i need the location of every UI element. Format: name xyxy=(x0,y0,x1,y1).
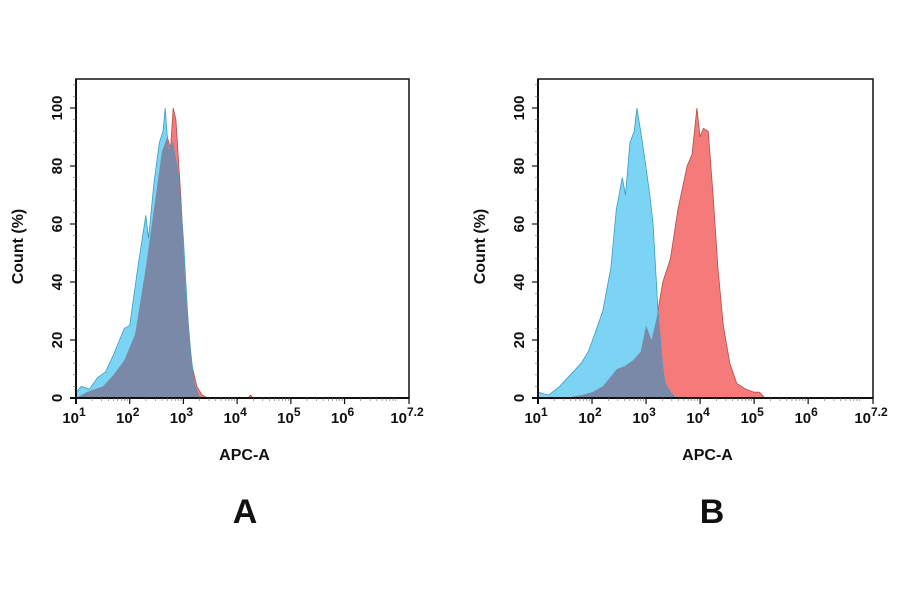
y-tick-label: 40 xyxy=(511,274,528,291)
x-tick-label: 103 xyxy=(632,405,656,427)
x-tick-base: 10 xyxy=(524,410,541,427)
x-tick-exponent: 2 xyxy=(133,405,140,419)
x-tick-exponent: 1 xyxy=(79,405,86,419)
y-tick-label: 60 xyxy=(511,216,528,233)
x-axis-label: APC-A xyxy=(219,447,270,464)
x-tick-exponent: 1 xyxy=(541,405,548,419)
x-tick-label: 101 xyxy=(62,405,86,427)
x-tick-exponent: 6 xyxy=(348,405,355,419)
x-tick-exponent: 4 xyxy=(703,405,710,419)
x-tick-label: 105 xyxy=(277,405,301,427)
y-tick-label: 100 xyxy=(49,95,66,120)
x-tick-exponent: 7.2 xyxy=(407,405,424,419)
x-tick-label: 107.2 xyxy=(854,405,888,427)
y-tick-label: 20 xyxy=(49,332,66,349)
x-tick-label: 106 xyxy=(794,405,818,427)
series-overlap-area xyxy=(76,108,200,398)
x-tick-label: 103 xyxy=(170,405,194,427)
x-axis-label: APC-A xyxy=(682,447,733,464)
x-tick-exponent: 3 xyxy=(186,405,193,419)
x-tick-label: 104 xyxy=(223,405,247,427)
x-tick-exponent: 6 xyxy=(811,405,818,419)
y-tick-label: 0 xyxy=(49,394,66,402)
x-tick-label: 101 xyxy=(524,405,548,427)
panel-label: A xyxy=(233,493,258,531)
x-tick-exponent: 3 xyxy=(649,405,656,419)
y-axis-label: Count (%) xyxy=(10,209,27,285)
y-tick-label: 0 xyxy=(511,394,528,402)
x-tick-label: 107.2 xyxy=(390,405,424,427)
x-tick-label: 104 xyxy=(686,405,710,427)
y-tick-label: 80 xyxy=(511,158,528,175)
x-tick-label: 106 xyxy=(331,405,355,427)
x-tick-label: 105 xyxy=(740,405,764,427)
y-tick-label: 40 xyxy=(49,274,66,291)
x-tick-exponent: 5 xyxy=(757,405,764,419)
x-tick-base: 10 xyxy=(116,410,133,427)
y-tick-label: 100 xyxy=(511,95,528,120)
x-tick-base: 10 xyxy=(277,410,294,427)
x-tick-base: 10 xyxy=(578,410,595,427)
x-tick-exponent: 4 xyxy=(240,405,247,419)
x-tick-base: 10 xyxy=(62,410,79,427)
y-tick-label: 80 xyxy=(49,158,66,175)
x-tick-label: 102 xyxy=(116,405,140,427)
x-tick-base: 10 xyxy=(632,410,649,427)
y-axis-label: Count (%) xyxy=(472,209,489,285)
x-tick-label: 102 xyxy=(578,405,602,427)
x-tick-base: 10 xyxy=(740,410,757,427)
y-tick-label: 20 xyxy=(511,332,528,349)
x-tick-exponent: 2 xyxy=(595,405,602,419)
x-tick-exponent: 7.2 xyxy=(871,405,888,419)
x-tick-base: 10 xyxy=(794,410,811,427)
x-tick-exponent: 5 xyxy=(294,405,301,419)
x-tick-base: 10 xyxy=(331,410,348,427)
x-tick-base: 10 xyxy=(390,410,407,427)
x-tick-base: 10 xyxy=(223,410,240,427)
x-tick-base: 10 xyxy=(686,410,703,427)
y-tick-label: 60 xyxy=(49,216,66,233)
x-tick-base: 10 xyxy=(854,410,871,427)
panel-label: B xyxy=(700,493,725,531)
x-tick-base: 10 xyxy=(170,410,187,427)
